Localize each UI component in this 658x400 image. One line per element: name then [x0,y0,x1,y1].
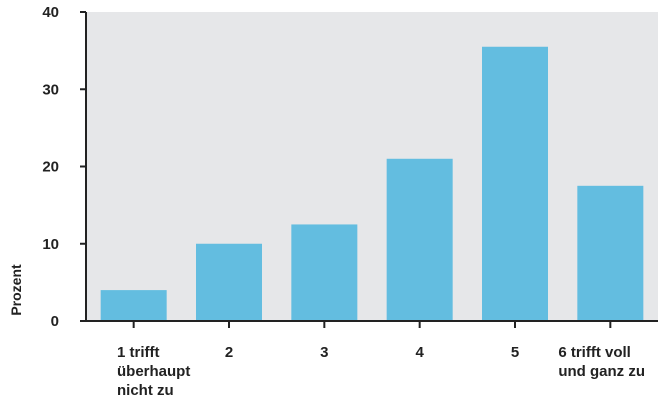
x-tick-label-line: 2 [225,344,233,361]
x-tick-label-line: nicht zu [117,382,174,399]
y-tick-label: 10 [42,236,59,253]
x-tick-label-line: 4 [415,344,424,361]
bar [386,158,453,321]
x-tick-label-line: 6 trifft voll [558,344,631,361]
y-ticks-group: 0 10 20 30 40 [42,4,86,330]
y-tick-label: 30 [42,81,59,98]
x-tick-label-line: 5 [511,344,519,361]
y-axis-label: Prozent [8,264,24,316]
x-tick-label-line: 3 [320,344,328,361]
x-tick-label: 6 trifft voll und ganz zu [558,344,645,380]
x-tick-label-line: 1 trifft [117,344,160,361]
y-tick-label: 40 [42,4,59,21]
bar [100,290,167,321]
y-tick-label: 0 [51,313,59,330]
plot-area [86,12,658,321]
bar [291,224,358,321]
bar [577,185,644,321]
x-tick-label: 2 [225,344,233,361]
y-tick-label: 20 [42,159,59,176]
bar [482,46,548,321]
x-tick-label: 5 [511,344,519,361]
x-tick-label-line: und ganz zu [558,363,645,380]
bar [196,243,262,321]
x-tick-label: 1 trifft überhaupt nicht zu [117,344,190,399]
bars-group [100,46,644,321]
x-tick-label: 4 [415,344,424,361]
x-ticks-group: 1 trifft überhaupt nicht zu 2 3 4 5 6 trifft vo… [117,321,645,399]
x-tick-label: 3 [320,344,328,361]
x-tick-label-line: überhaupt [117,363,190,380]
